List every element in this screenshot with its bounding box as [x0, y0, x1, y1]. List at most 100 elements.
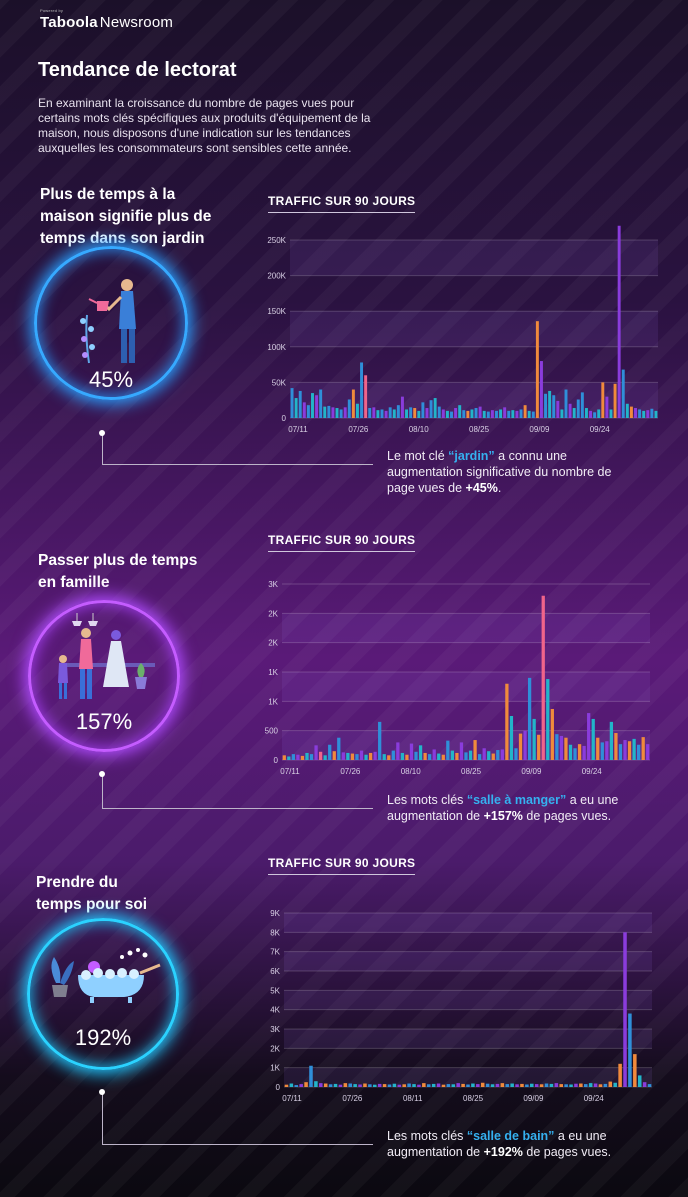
- section-2-heading-line1: Passer plus de temps: [38, 552, 198, 569]
- bar: [576, 399, 580, 418]
- bar: [613, 1082, 617, 1087]
- section-3-caption-post: de pages vues.: [522, 1145, 612, 1159]
- x-tick-label: 07/11: [288, 425, 308, 434]
- section-3-connector: [102, 1093, 373, 1145]
- bar: [418, 745, 423, 760]
- bar: [539, 361, 543, 418]
- bar: [436, 1083, 441, 1087]
- bar: [417, 1084, 421, 1087]
- bar: [482, 748, 486, 760]
- bar: [323, 406, 327, 418]
- section-1-chart-title: TRAFFIC SUR 90 JOURS: [268, 194, 416, 213]
- section-2-caption-bold: +157%: [483, 809, 523, 823]
- section-2-caption-mid: a eu une augmentation de: [387, 793, 619, 823]
- bar: [614, 733, 618, 760]
- bar: [625, 403, 629, 418]
- bar: [637, 744, 641, 760]
- bar: [627, 741, 632, 760]
- bar: [523, 405, 527, 418]
- bar: [507, 410, 511, 418]
- bar: [300, 755, 305, 760]
- bar: [337, 737, 341, 760]
- bar: [477, 754, 482, 760]
- bar: [476, 1084, 480, 1087]
- bar: [311, 393, 314, 418]
- brand-logo[interactable]: Powered by Taboola Newsroom: [40, 8, 174, 31]
- section-2-heading: Passer plus de temps en famille: [38, 550, 197, 594]
- bar: [520, 1083, 524, 1087]
- bar: [323, 755, 327, 760]
- bar: [289, 1083, 294, 1087]
- y-tick-label: 0: [274, 756, 279, 765]
- bar: [456, 1083, 460, 1087]
- bar: [515, 410, 519, 418]
- bar: [400, 752, 405, 760]
- y-tick-label: 3K: [270, 1025, 280, 1034]
- section-3-caption: Les mots clés “salle de bain” a eu une a…: [387, 1128, 657, 1160]
- section-1-connector-dot: [99, 430, 105, 436]
- y-tick-label: 2K: [268, 609, 278, 618]
- bar: [396, 742, 400, 760]
- grid-band: [284, 990, 652, 1010]
- bar: [572, 408, 576, 418]
- bar: [446, 1084, 451, 1087]
- x-tick-label: 09/24: [590, 425, 611, 434]
- chart-salle-de-bain: 0 1K 2K 3K 4K 5K 6K 7K 8K 9K 07/11 07/26 08/11 08/25 0…: [270, 909, 652, 1103]
- bar: [519, 409, 523, 418]
- bar: [423, 752, 427, 760]
- bar: [608, 1081, 613, 1087]
- bar: [596, 737, 600, 760]
- bar: [402, 1084, 406, 1087]
- bar: [490, 410, 494, 418]
- bar: [387, 1084, 392, 1087]
- bar: [646, 744, 650, 760]
- bar: [461, 1083, 465, 1087]
- bar: [511, 410, 515, 418]
- section-2-connector-dot: [99, 771, 105, 777]
- page-title: Tendance de lectorat: [38, 59, 237, 81]
- bar: [332, 751, 336, 760]
- bar: [441, 1084, 446, 1087]
- bar: [514, 748, 518, 760]
- bar: [490, 1084, 495, 1087]
- bar: [559, 735, 564, 760]
- bar: [591, 718, 595, 760]
- x-tick-label: 08/25: [463, 1094, 484, 1103]
- section-1-percent-circle: 45%: [34, 246, 188, 400]
- y-tick-label: 2K: [268, 639, 278, 648]
- bar: [368, 752, 373, 760]
- bar: [632, 738, 636, 760]
- bar: [605, 741, 609, 760]
- bar: [618, 744, 623, 760]
- bar: [455, 752, 459, 760]
- bar: [314, 745, 318, 760]
- bar: [462, 410, 466, 418]
- y-tick-label: 250K: [267, 236, 286, 245]
- bar: [550, 708, 554, 760]
- bar: [642, 410, 646, 418]
- bar: [437, 406, 441, 418]
- bar: [491, 753, 495, 760]
- bar: [505, 1084, 510, 1087]
- bar: [346, 752, 350, 760]
- y-tick-label: 8K: [270, 928, 280, 937]
- bar: [468, 750, 473, 760]
- bar: [294, 398, 298, 418]
- brand-product-text: Newsroom: [99, 14, 174, 31]
- bar: [485, 1083, 490, 1087]
- bar: [646, 410, 650, 418]
- bar: [487, 751, 491, 760]
- bar: [368, 1084, 372, 1087]
- y-tick-label: 7K: [270, 948, 280, 957]
- bar: [422, 1083, 426, 1087]
- bar: [412, 1084, 416, 1087]
- bar: [525, 1084, 529, 1087]
- bar: [387, 755, 391, 760]
- bar: [364, 375, 368, 418]
- bar: [603, 1083, 608, 1087]
- bar: [554, 1083, 559, 1087]
- bar: [392, 409, 396, 418]
- section-2-percent-circle: 157%: [28, 600, 180, 752]
- bar: [309, 754, 314, 760]
- bar: [290, 388, 294, 418]
